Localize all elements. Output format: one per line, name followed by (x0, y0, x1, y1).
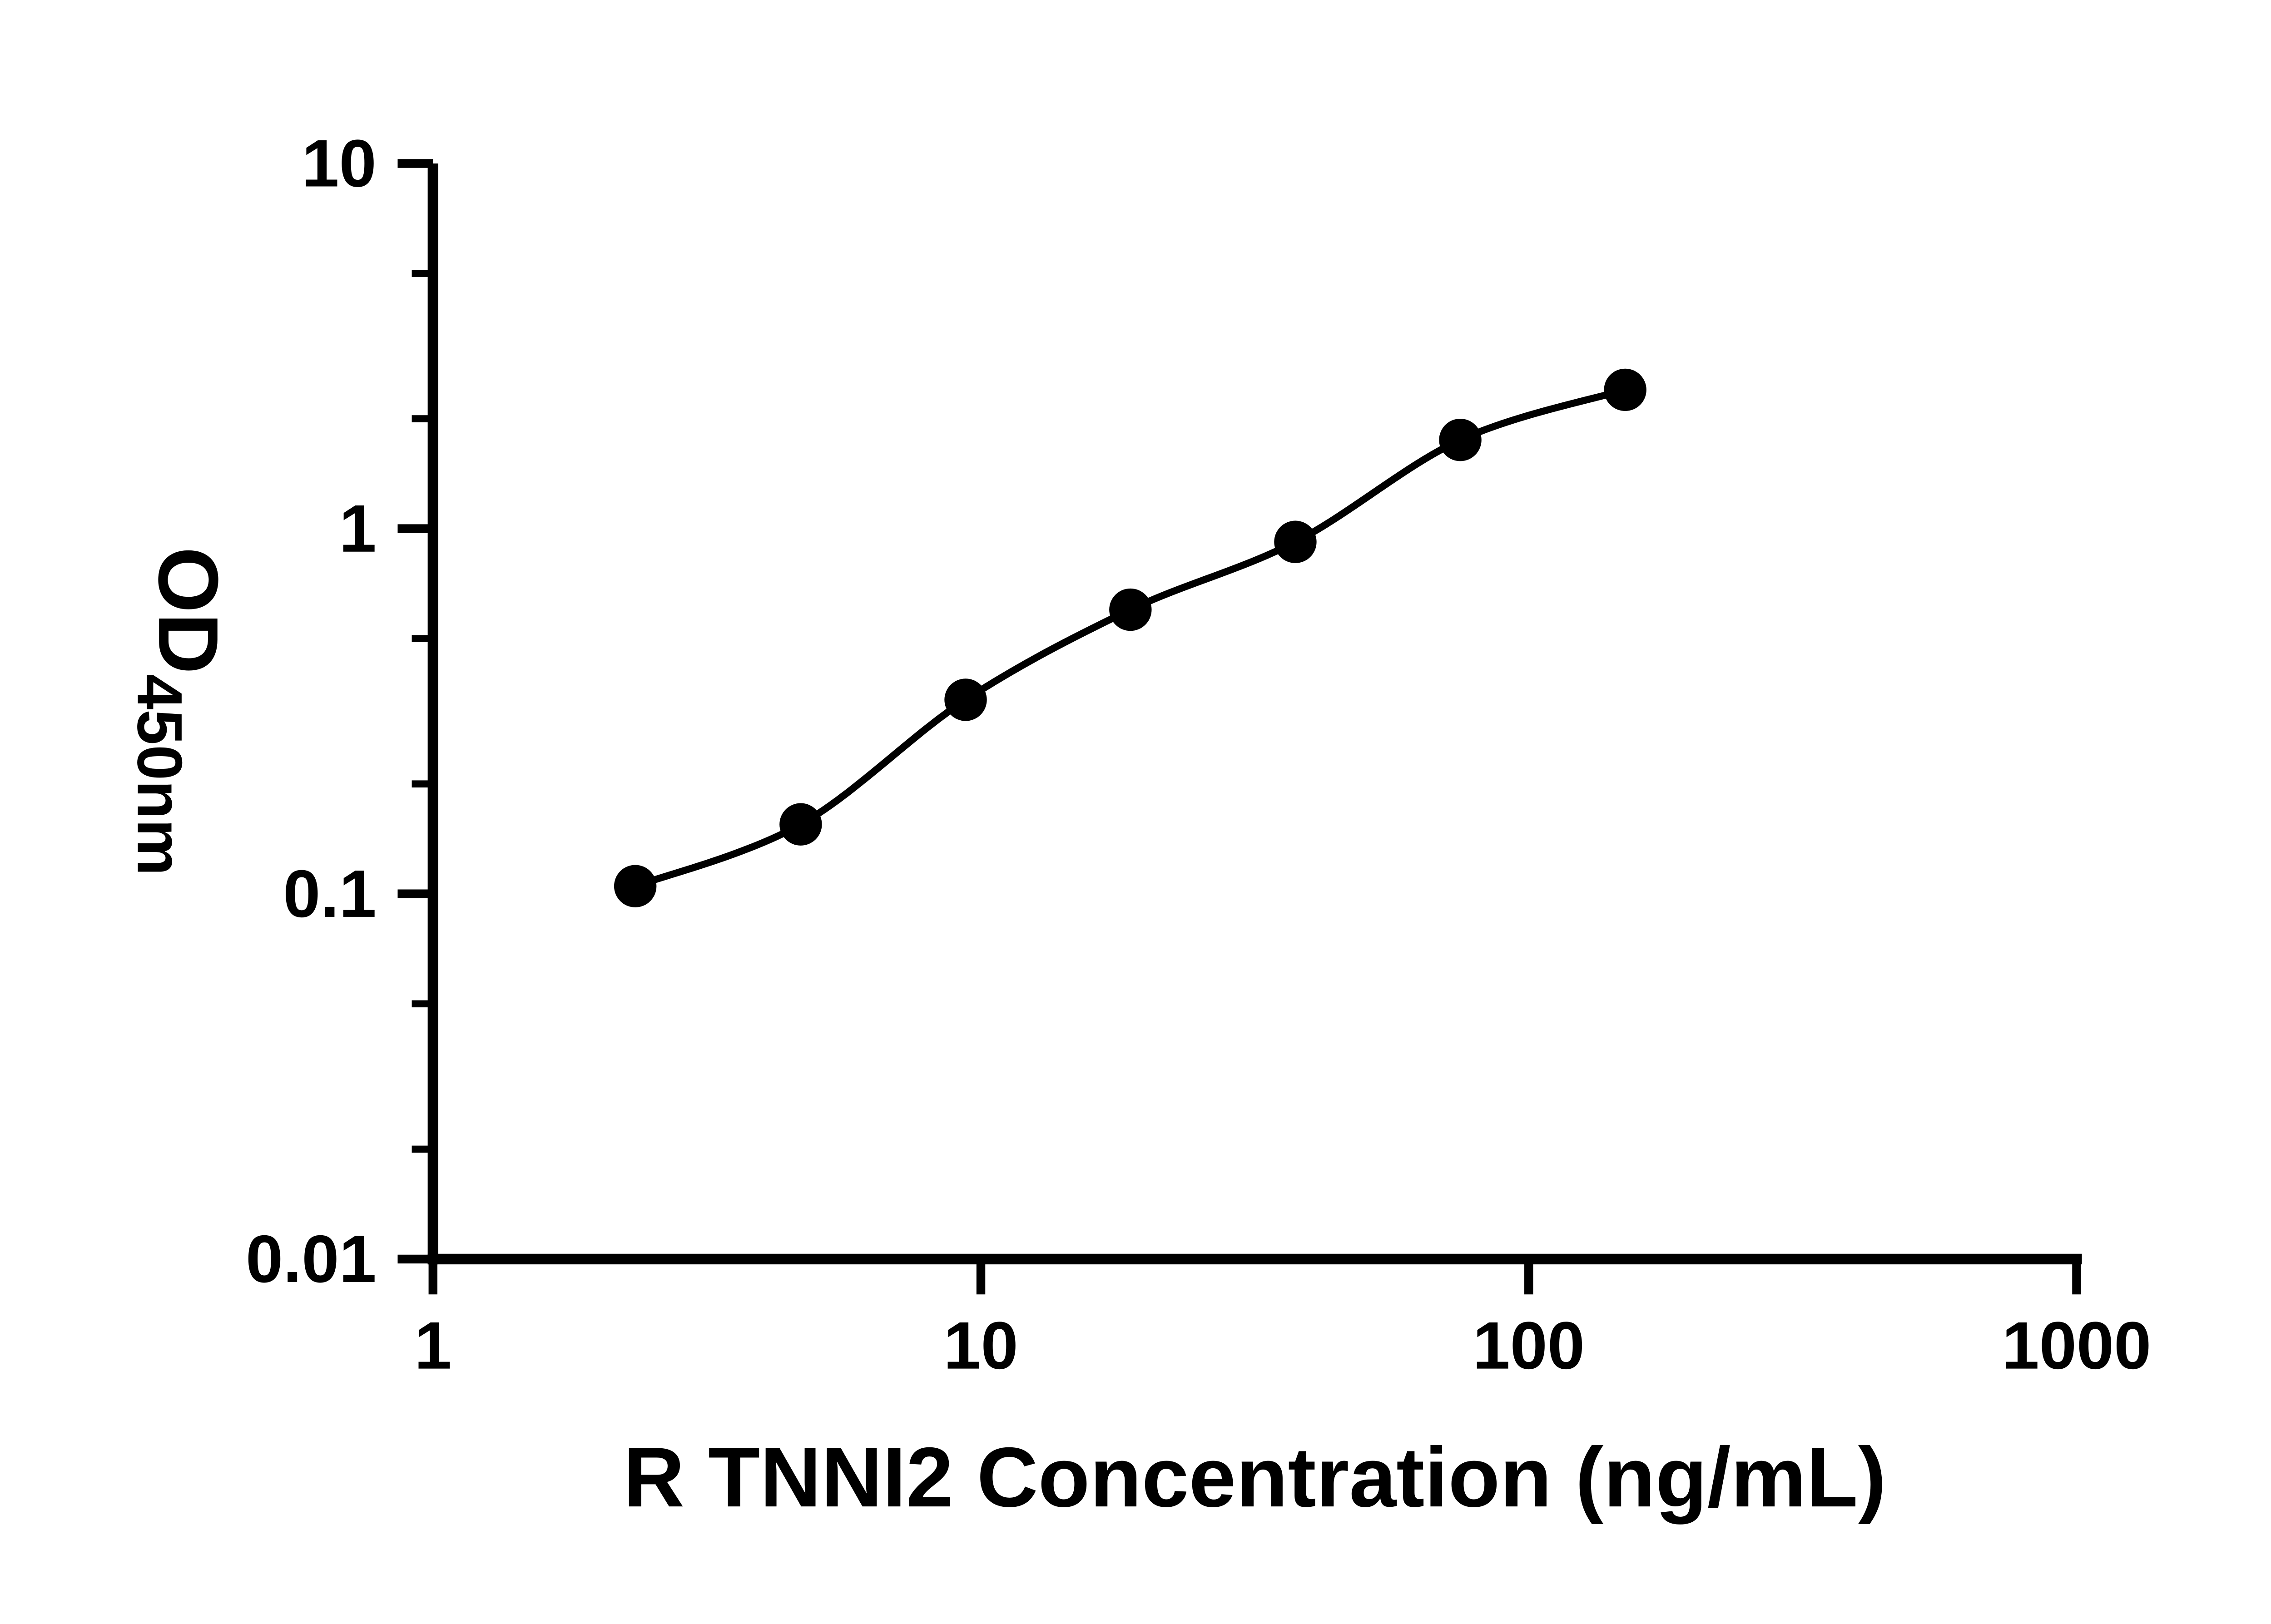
data-point (1109, 588, 1152, 631)
data-series (614, 368, 1646, 907)
data-point (1274, 520, 1317, 563)
data-point (1604, 368, 1646, 411)
data-point (944, 678, 987, 721)
y-tick-label: 1 (339, 491, 377, 566)
y-axis-title-sub: 450nm (124, 674, 196, 876)
axes: 1 10 100 1000 0.01 0.1 1 10 (246, 126, 2151, 1383)
data-point (614, 865, 657, 907)
y-axis-title-main: OD (141, 547, 236, 674)
axis-titles: R TNNI2 Concentration (ng/mL) OD450nm (124, 547, 1886, 1525)
data-point (1439, 419, 1482, 461)
x-tick-label: 1 (414, 1308, 451, 1383)
x-tick-label: 100 (1473, 1308, 1585, 1383)
y-tick-label: 0.01 (246, 1222, 377, 1297)
y-tick-label: 10 (302, 126, 376, 201)
y-tick-label: 0.1 (283, 857, 377, 931)
y-axis-title: OD450nm (124, 547, 236, 876)
x-tick-label: 10 (943, 1308, 1018, 1383)
x-tick-label: 1000 (2002, 1308, 2152, 1383)
data-point (779, 803, 822, 846)
x-axis-title: R TNNI2 Concentration (ng/mL) (623, 1430, 1886, 1525)
